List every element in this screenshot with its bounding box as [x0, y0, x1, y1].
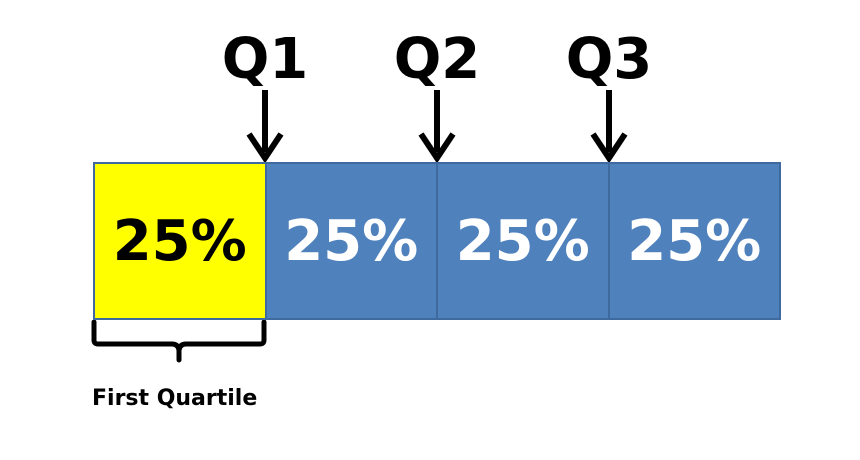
segment-2: 25%	[266, 162, 438, 320]
q2-label: Q2	[393, 27, 481, 92]
q2-down-arrow-icon	[418, 90, 456, 162]
quartile-bar: 25% 25% 25% 25%	[93, 162, 781, 320]
q1-label: Q1	[221, 27, 309, 92]
first-quartile-caption: First Quartile	[92, 386, 258, 411]
q1-down-arrow-icon	[246, 90, 284, 162]
q3-label: Q3	[565, 27, 653, 92]
first-quartile-brace-icon	[91, 320, 267, 363]
segment-3-label: 25%	[455, 208, 590, 274]
segment-2-label: 25%	[284, 208, 419, 274]
segment-1: 25%	[93, 162, 267, 320]
segment-1-label: 25%	[112, 208, 247, 274]
segment-3: 25%	[438, 162, 610, 320]
segment-4: 25%	[609, 162, 781, 320]
segment-4-label: 25%	[627, 208, 762, 274]
q3-down-arrow-icon	[590, 90, 628, 162]
